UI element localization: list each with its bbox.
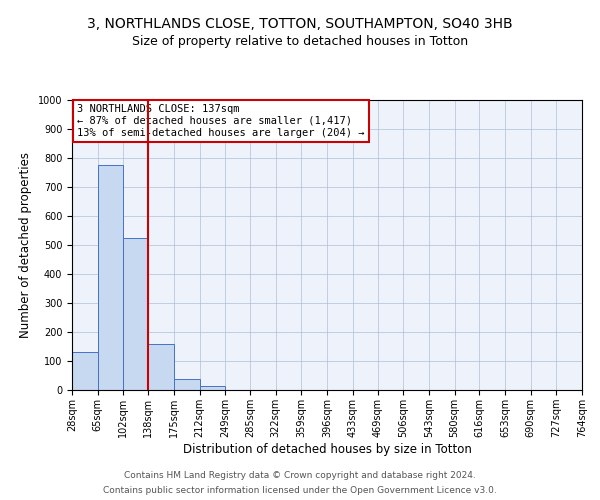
Text: Size of property relative to detached houses in Totton: Size of property relative to detached ho…: [132, 35, 468, 48]
Y-axis label: Number of detached properties: Number of detached properties: [19, 152, 32, 338]
Bar: [123, 238, 148, 390]
Bar: [174, 380, 199, 390]
Text: Contains HM Land Registry data © Crown copyright and database right 2024.: Contains HM Land Registry data © Crown c…: [124, 471, 476, 480]
Text: Contains public sector information licensed under the Open Government Licence v3: Contains public sector information licen…: [103, 486, 497, 495]
Bar: [98, 166, 123, 390]
Bar: [148, 344, 174, 390]
X-axis label: Distribution of detached houses by size in Totton: Distribution of detached houses by size …: [182, 442, 472, 456]
Text: 3, NORTHLANDS CLOSE, TOTTON, SOUTHAMPTON, SO40 3HB: 3, NORTHLANDS CLOSE, TOTTON, SOUTHAMPTON…: [87, 18, 513, 32]
Bar: [199, 386, 225, 390]
Bar: [72, 352, 98, 390]
Text: 3 NORTHLANDS CLOSE: 137sqm
← 87% of detached houses are smaller (1,417)
13% of s: 3 NORTHLANDS CLOSE: 137sqm ← 87% of deta…: [77, 104, 365, 138]
